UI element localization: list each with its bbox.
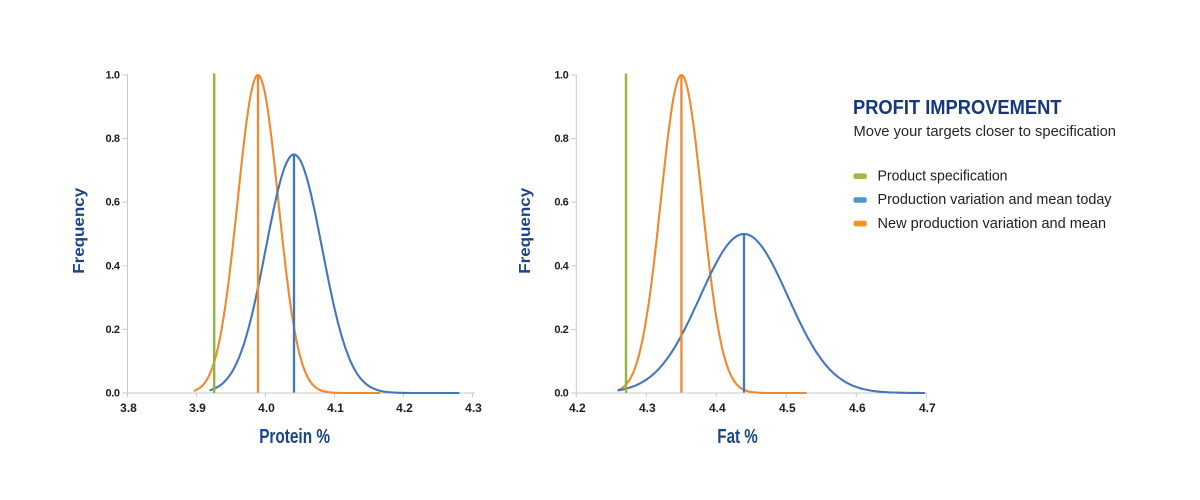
svg-text:New production variation and m: New production variation and mean	[878, 216, 1107, 232]
svg-text:0.2: 0.2	[106, 324, 120, 336]
svg-text:0.8: 0.8	[554, 133, 568, 145]
svg-text:0.4: 0.4	[554, 260, 569, 272]
svg-text:Production variation and mean: Production variation and mean today	[878, 192, 1113, 208]
svg-text:4.0: 4.0	[258, 401, 275, 415]
svg-text:4.3: 4.3	[639, 401, 656, 415]
svg-text:4.2: 4.2	[396, 401, 413, 415]
svg-text:0.0: 0.0	[554, 388, 568, 400]
svg-text:3.8: 3.8	[120, 401, 137, 415]
svg-text:Product specification: Product specification	[878, 168, 1008, 184]
svg-text:Fat %: Fat %	[717, 426, 758, 448]
svg-text:Protein %: Protein %	[259, 426, 330, 448]
svg-text:0.0: 0.0	[106, 388, 120, 400]
svg-text:0.4: 0.4	[106, 260, 121, 272]
svg-text:4.3: 4.3	[465, 401, 482, 415]
svg-text:3.9: 3.9	[189, 401, 206, 415]
svg-text:1.0: 1.0	[106, 70, 120, 82]
svg-text:4.6: 4.6	[849, 401, 866, 415]
svg-text:0.8: 0.8	[106, 133, 120, 145]
svg-text:PROFIT IMPROVEMENT: PROFIT IMPROVEMENT	[853, 97, 1062, 119]
svg-text:0.6: 0.6	[554, 197, 568, 209]
svg-text:4.7: 4.7	[919, 401, 936, 415]
svg-text:0.6: 0.6	[106, 197, 120, 209]
svg-text:0.2: 0.2	[554, 324, 568, 336]
svg-text:4.4: 4.4	[709, 401, 726, 415]
svg-text:1.0: 1.0	[554, 70, 568, 82]
svg-text:4.5: 4.5	[779, 401, 796, 415]
svg-text:Frequency: Frequency	[71, 187, 88, 273]
svg-text:Move your targets closer to sp: Move your targets closer to specificatio…	[854, 123, 1117, 140]
svg-text:4.1: 4.1	[327, 401, 344, 415]
svg-text:4.2: 4.2	[569, 401, 586, 415]
svg-text:Frequency: Frequency	[517, 187, 534, 273]
